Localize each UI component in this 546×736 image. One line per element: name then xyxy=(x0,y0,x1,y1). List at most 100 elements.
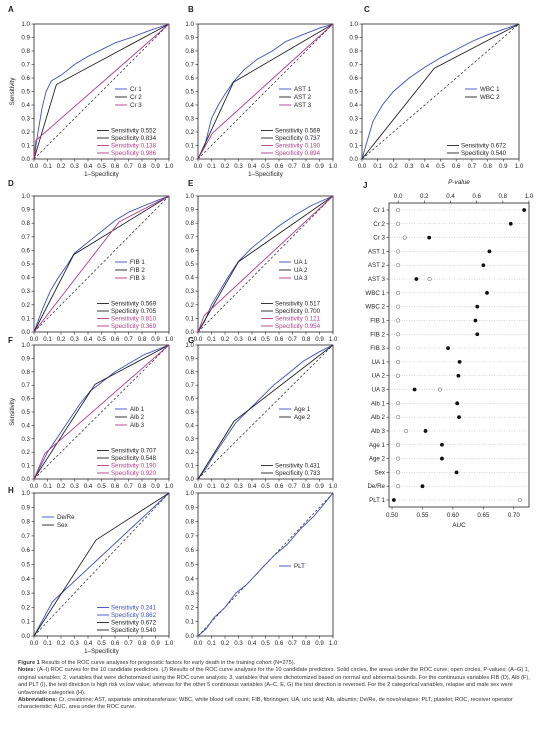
j-top-tick-label: 0.8 xyxy=(499,193,508,200)
x-tick-label: 0.0 xyxy=(30,640,39,647)
x-tick-label: 0.1 xyxy=(43,163,52,170)
x-tick-label: 0.9 xyxy=(315,163,324,170)
j-auc-point xyxy=(487,249,492,254)
j-auc-point xyxy=(485,290,489,295)
x-tick-label: 0.5 xyxy=(97,483,106,490)
reference-diagonal xyxy=(33,344,170,480)
x-tick-label: 0.9 xyxy=(315,336,324,343)
y-tick-label: 0.2 xyxy=(185,129,194,136)
roc-curve-1 xyxy=(33,492,170,637)
stat-label: Sensitivity 0.190 xyxy=(111,463,157,470)
y-tick-label: 0.5 xyxy=(349,89,358,96)
x-tick-label: 0.0 xyxy=(194,483,203,490)
j-row-label: WBC 2 xyxy=(365,304,385,311)
panel-letter: F xyxy=(8,336,13,345)
y-tick-label: 0.0 xyxy=(349,156,358,163)
y-tick-label: 0.3 xyxy=(185,436,194,443)
figure-caption: Figure 1 Results of the ROC curve analys… xyxy=(18,660,538,712)
j-bottom-tick-label: 0.70 xyxy=(508,512,521,519)
j-auc-point xyxy=(475,304,480,309)
j-auc-point xyxy=(423,429,428,433)
x-tick-label: 0.3 xyxy=(234,336,243,343)
j-auc-point xyxy=(473,318,478,323)
y-tick-label: 0.9 xyxy=(349,35,358,42)
legend-label: UA 1 xyxy=(294,259,308,266)
x-tick-label: 0.3 xyxy=(405,163,414,170)
x-tick-label: 0.5 xyxy=(97,163,106,170)
stat-label: Specificity 0.737 xyxy=(275,135,321,142)
roc-curve-3 xyxy=(197,195,334,333)
j-row-label: PLT 1 xyxy=(369,497,385,504)
x-tick-label: 0.7 xyxy=(124,640,133,647)
stat-label: Sensitivity 0.552 xyxy=(111,128,157,135)
y-tick-label: 0.0 xyxy=(21,476,30,483)
y-tick-label: 0.0 xyxy=(21,633,30,640)
legend-label: AST 2 xyxy=(294,94,312,101)
j-row-label: Sex xyxy=(374,469,386,476)
stat-label: Sensitivity 0.121 xyxy=(275,316,321,323)
y-tick-label: 0.4 xyxy=(185,275,194,282)
reference-diagonal xyxy=(33,492,170,637)
y-tick-label: 0.8 xyxy=(185,48,194,55)
j-pvalue-point xyxy=(396,318,401,323)
x-tick-label: 0.2 xyxy=(221,163,230,170)
j-pvalue-point xyxy=(396,346,401,351)
y-tick-label: 1.0 xyxy=(185,342,194,349)
roc-curve-1 xyxy=(361,23,520,160)
x-tick-label: 0.8 xyxy=(302,163,311,170)
y-tick-label: 0.4 xyxy=(21,576,30,583)
x-tick-label: 1.0 xyxy=(165,163,174,170)
x-tick-label: 0.0 xyxy=(30,336,39,343)
roc-curve-3 xyxy=(33,344,170,480)
y-tick-label: 0.1 xyxy=(21,143,30,150)
x-tick-label: 0.5 xyxy=(97,640,106,647)
x-tick-label: 0.1 xyxy=(207,640,216,647)
x-tick-label: 0.9 xyxy=(151,163,160,170)
j-auc-point xyxy=(457,415,461,420)
j-pvalue-point xyxy=(396,484,401,489)
y-tick-label: 0.1 xyxy=(21,463,30,470)
stat-label: Specificity 0.894 xyxy=(275,150,321,157)
x-tick-label: 0.9 xyxy=(315,483,324,490)
x-tick-label: 0.1 xyxy=(43,483,52,490)
x-tick-label: 0.8 xyxy=(138,163,147,170)
x-tick-label: 0.0 xyxy=(194,163,203,170)
j-pvalue-point xyxy=(396,359,401,364)
reference-diagonal xyxy=(197,344,334,480)
stat-label: Specificity 0.733 xyxy=(275,470,321,477)
y-tick-label: 0.2 xyxy=(21,604,30,611)
x-tick-label: 0.1 xyxy=(207,483,216,490)
y-tick-label: 0.6 xyxy=(21,547,30,554)
roc-curve-2 xyxy=(197,344,334,480)
j-row-label: Age 1 xyxy=(369,442,386,449)
legend-label: Sex xyxy=(57,522,69,529)
y-tick-label: 0.6 xyxy=(349,75,358,82)
y-tick-label: 0.8 xyxy=(21,519,30,526)
y-tick-label: 0.0 xyxy=(185,329,194,336)
y-tick-label: 1.0 xyxy=(21,490,30,497)
j-bottom-tick-label: 0.65 xyxy=(477,512,490,519)
y-tick-label: 0.3 xyxy=(185,116,194,123)
stat-label: Specificity 0.548 xyxy=(111,455,157,462)
j-row-label: AST 2 xyxy=(368,262,386,269)
j-auc-point xyxy=(475,332,480,337)
y-tick-label: 0.5 xyxy=(21,89,30,96)
x-tick-label: 0.6 xyxy=(275,163,284,170)
y-tick-label: 1.0 xyxy=(21,193,30,200)
y-tick-label: 0.9 xyxy=(185,504,194,511)
x-tick-label: 0.3 xyxy=(234,163,243,170)
y-tick-label: 0.0 xyxy=(21,329,30,336)
j-row-label: Alb 3 xyxy=(371,428,386,435)
y-tick-label: 0.8 xyxy=(21,369,30,376)
x-tick-label: 0.2 xyxy=(57,336,66,343)
y-axis-title: Sensitivity xyxy=(9,77,16,106)
j-row-label: AST 3 xyxy=(368,276,386,283)
y-tick-label: 0.7 xyxy=(21,382,30,389)
x-tick-label: 0.6 xyxy=(111,483,120,490)
legend-label: FIB 1 xyxy=(130,259,145,266)
legend-label: FIB 3 xyxy=(130,275,145,282)
j-bottom-tick-label: 0.55 xyxy=(416,512,429,519)
y-tick-label: 0.0 xyxy=(21,156,30,163)
stat-label: Sensitivity 0.707 xyxy=(111,448,157,455)
x-tick-label: 0.1 xyxy=(43,336,52,343)
